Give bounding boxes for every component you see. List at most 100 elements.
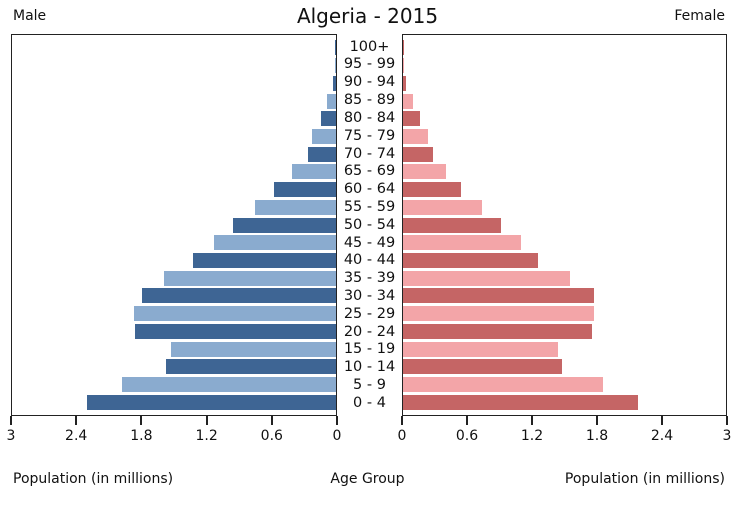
age-group-label-60-64: 60 - 64 — [343, 181, 396, 198]
age-group-label-95-99: 95 - 99 — [343, 56, 396, 73]
male-row-15-19 — [12, 340, 336, 358]
male-bar-80-84 — [320, 111, 336, 127]
tick-label-2.4: 2.4 — [65, 428, 88, 444]
male-row-40-44 — [12, 252, 336, 270]
male-bar-10-14 — [166, 359, 336, 375]
age-group-label-25-29: 25 - 29 — [343, 305, 396, 322]
male-row-20-24 — [12, 323, 336, 341]
female-row-25-29 — [403, 305, 726, 323]
male-bar-25-29 — [134, 306, 336, 322]
female-bar-55-59 — [403, 199, 482, 215]
tick-label-3: 3 — [6, 428, 16, 444]
age-group-label-100+: 100+ — [349, 38, 390, 55]
male-row-100+ — [12, 39, 336, 57]
female-bar-100+ — [403, 40, 405, 56]
female-bar-80-84 — [403, 111, 421, 127]
male-row-50-54 — [12, 216, 336, 234]
female-bar-25-29 — [403, 306, 594, 322]
age-group-label-50-54: 50 - 54 — [343, 216, 396, 233]
male-side-label: Male — [13, 8, 47, 24]
age-group-label-65-69: 65 - 69 — [343, 163, 396, 180]
female-bar-70-74 — [403, 146, 434, 162]
male-row-65-69 — [12, 163, 336, 181]
tick-mark-3 — [726, 416, 728, 425]
male-bar-40-44 — [193, 252, 336, 268]
male-bar-65-69 — [291, 164, 336, 180]
tick-mark-3 — [10, 416, 12, 425]
male-row-70-74 — [12, 145, 336, 163]
age-group-label-5-9: 5 - 9 — [353, 377, 386, 394]
age-group-label-15-19: 15 - 19 — [343, 341, 396, 358]
female-row-95-99 — [403, 57, 726, 75]
female-bar-30-34 — [403, 288, 594, 304]
tick-label-1.2: 1.2 — [520, 428, 544, 444]
female-bar-35-39 — [403, 270, 570, 286]
male-bar-100+ — [334, 40, 336, 56]
female-bar-45-49 — [403, 235, 522, 251]
tick-mark-0.6 — [270, 416, 273, 425]
female-row-5-9 — [403, 376, 726, 394]
male-row-75-79 — [12, 128, 336, 146]
tick-mark-1.8 — [140, 416, 143, 425]
tick-label-0.6: 0.6 — [455, 428, 479, 444]
female-bar-5-9 — [403, 377, 604, 393]
female-row-75-79 — [403, 128, 726, 146]
tick-label-1.8: 1.8 — [585, 428, 609, 444]
male-row-10-14 — [12, 358, 336, 376]
female-bar-10-14 — [403, 359, 563, 375]
male-row-30-34 — [12, 287, 336, 305]
tick-label-1.2: 1.2 — [195, 428, 218, 444]
right-axis-title: Population (in millions) — [564, 471, 725, 487]
female-row-80-84 — [403, 110, 726, 128]
female-bar-0-4 — [403, 394, 638, 410]
male-bar-55-59 — [255, 199, 336, 215]
female-bar-75-79 — [403, 128, 428, 144]
female-row-40-44 — [403, 252, 726, 270]
female-bar-50-54 — [403, 217, 501, 233]
male-bar-70-74 — [307, 146, 336, 162]
age-group-label-90-94: 90 - 94 — [343, 74, 396, 91]
tick-label-3: 3 — [722, 428, 732, 444]
female-row-10-14 — [403, 358, 726, 376]
age-group-axis-title: Age Group — [330, 471, 405, 487]
female-bar-15-19 — [403, 341, 559, 357]
chart-title: Algeria - 2015 — [296, 4, 439, 28]
female-row-65-69 — [403, 163, 726, 181]
male-bar-0-4 — [86, 394, 336, 410]
male-row-80-84 — [12, 110, 336, 128]
male-row-55-59 — [12, 198, 336, 216]
male-row-5-9 — [12, 376, 336, 394]
male-bar-90-94 — [332, 75, 336, 91]
age-group-label-55-59: 55 - 59 — [343, 198, 396, 215]
age-group-label-20-24: 20 - 24 — [343, 323, 396, 340]
female-bar-20-24 — [403, 323, 593, 339]
tick-label-0: 0 — [332, 428, 342, 444]
male-bar-20-24 — [135, 323, 336, 339]
male-row-35-39 — [12, 269, 336, 287]
age-group-label-70-74: 70 - 74 — [343, 145, 396, 162]
age-group-label-10-14: 10 - 14 — [343, 359, 396, 376]
tick-label-2.4: 2.4 — [650, 428, 674, 444]
female-row-60-64 — [403, 181, 726, 199]
female-row-55-59 — [403, 198, 726, 216]
female-row-100+ — [403, 39, 726, 57]
tick-mark-0.6 — [466, 416, 468, 425]
age-group-label-80-84: 80 - 84 — [343, 109, 396, 126]
female-bar-60-64 — [403, 182, 462, 198]
tick-mark-2.4 — [661, 416, 663, 425]
female-row-20-24 — [403, 323, 726, 341]
female-row-45-49 — [403, 234, 726, 252]
female-row-50-54 — [403, 216, 726, 234]
female-row-85-89 — [403, 92, 726, 110]
male-bar-35-39 — [164, 270, 336, 286]
tick-mark-1.2 — [531, 416, 533, 425]
female-bar-65-69 — [403, 164, 447, 180]
male-bar-60-64 — [274, 182, 336, 198]
female-bar-90-94 — [403, 75, 407, 91]
tick-mark-1.2 — [205, 416, 208, 425]
female-row-35-39 — [403, 269, 726, 287]
male-bar-30-34 — [141, 288, 336, 304]
age-group-label-85-89: 85 - 89 — [343, 92, 396, 109]
male-row-60-64 — [12, 181, 336, 199]
